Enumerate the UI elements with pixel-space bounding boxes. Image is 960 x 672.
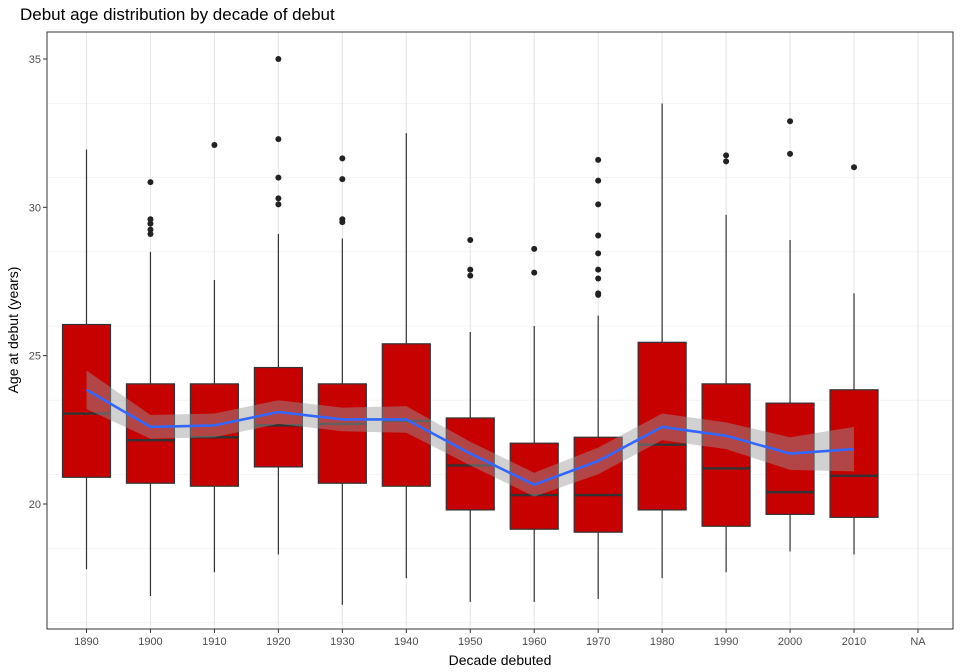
x-axis-ticks: 1890 1900 1910 1920 1930 1940 1950 1960 1970 1980… — [74, 629, 926, 648]
chart-title: Debut age distribution by decade of debu… — [20, 5, 335, 24]
x-tick-label: 1930 — [330, 636, 354, 648]
box-1950 — [445, 236, 495, 602]
y-tick-label: 30 — [29, 202, 41, 214]
outlier-point — [531, 245, 538, 252]
x-tick-label: 1900 — [138, 636, 162, 648]
outlier-point — [595, 232, 602, 239]
outlier-point — [787, 118, 794, 125]
x-tick-label: NA — [910, 636, 926, 648]
y-tick-label: 35 — [29, 54, 41, 66]
box-1930 — [317, 155, 367, 605]
outlier-point — [467, 266, 474, 273]
trend-line — [85, 388, 855, 487]
panel-border — [46, 31, 954, 630]
box-body — [61, 323, 112, 478]
outlier-point — [275, 174, 282, 181]
y-axis-ticks: 20 25 30 35 — [29, 54, 47, 511]
confidence-band — [86, 370, 854, 497]
box-body — [317, 383, 367, 484]
box-body — [189, 383, 240, 487]
outlier-point — [787, 150, 794, 157]
outlier-point — [339, 219, 346, 226]
outlier-point — [531, 269, 538, 276]
x-tick-label: 1960 — [522, 636, 546, 648]
box-body — [509, 442, 559, 530]
x-tick-label: 2000 — [778, 636, 802, 648]
y-tick-label: 25 — [29, 351, 41, 363]
box-body — [445, 417, 495, 511]
box-body — [829, 389, 879, 518]
outlier-point — [147, 179, 154, 186]
box-body — [125, 383, 176, 484]
outlier-point — [851, 164, 858, 171]
box-1990 — [701, 152, 751, 573]
box-1960 — [509, 245, 559, 602]
box-2010 — [829, 164, 879, 555]
box-1980 — [637, 103, 687, 579]
outlier-point — [211, 142, 218, 149]
outlier-point — [275, 136, 282, 143]
box-2000 — [765, 118, 815, 552]
confidence-band-area — [86, 370, 854, 497]
x-tick-label: 1920 — [266, 636, 290, 648]
box-1890 — [61, 149, 112, 570]
x-tick-label: 1890 — [74, 636, 98, 648]
x-tick-label: 1940 — [394, 636, 418, 648]
trend-line-group — [85, 388, 855, 487]
x-tick-label: 1910 — [202, 636, 226, 648]
grid-lines — [47, 28, 953, 629]
box-body — [381, 343, 431, 487]
outlier-point — [275, 56, 282, 62]
outlier-point — [147, 216, 154, 223]
outlier-point — [723, 158, 730, 165]
outlier-point — [467, 272, 474, 279]
outlier-point — [723, 152, 730, 159]
box-1940 — [381, 133, 431, 579]
box-1910 — [189, 142, 240, 573]
box-body — [701, 383, 751, 527]
outlier-point — [595, 275, 602, 282]
x-tick-label: 1950 — [458, 636, 482, 648]
outlier-point — [595, 250, 602, 257]
box-1900 — [125, 179, 176, 596]
outlier-point — [595, 291, 602, 298]
box-body — [765, 402, 815, 515]
outlier-point — [147, 220, 154, 227]
outlier-point — [595, 177, 602, 184]
x-tick-label: 2010 — [842, 636, 866, 648]
x-axis-title: Decade debuted — [449, 652, 552, 668]
outlier-point — [467, 236, 474, 243]
outlier-point — [595, 266, 602, 273]
y-axis-title: Age at debut (years) — [5, 267, 21, 394]
x-tick-label: 1980 — [650, 636, 674, 648]
x-tick-label: 1970 — [586, 636, 610, 648]
y-tick-label: 20 — [29, 499, 41, 511]
outlier-point — [275, 195, 282, 202]
outlier-point — [275, 201, 282, 208]
outlier-point — [339, 176, 346, 183]
outlier-point — [595, 156, 602, 163]
outlier-point — [339, 155, 346, 162]
outlier-point — [147, 226, 154, 233]
outlier-point — [147, 231, 154, 238]
outlier-point — [595, 201, 602, 208]
x-tick-label: 1990 — [714, 636, 738, 648]
